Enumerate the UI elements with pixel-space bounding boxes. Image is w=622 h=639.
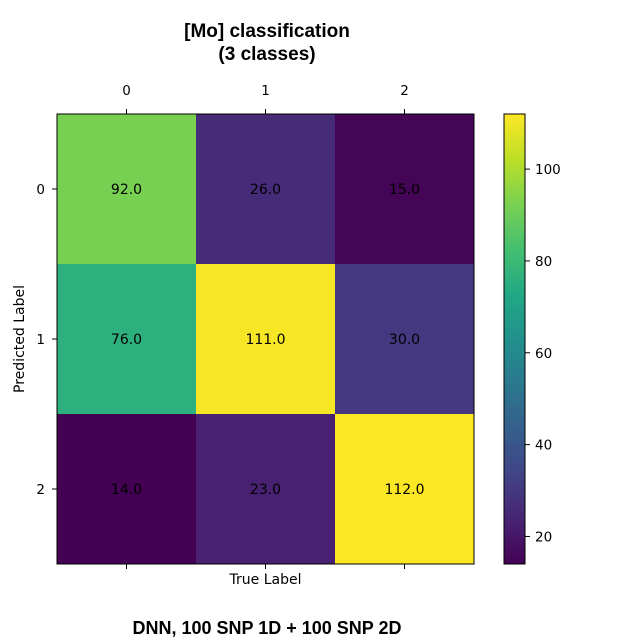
confusion-matrix-chart: 92.0 26.0 15.0 76.0 111.0 30.0 14.0 23.0 112.0 0… <box>12 83 561 588</box>
y-axis-label: Predicted Label <box>12 285 28 393</box>
heatmap-cell-label: 26.0 <box>250 182 281 198</box>
x-tick-label: 1 <box>261 83 270 99</box>
heatmap-cell <box>57 414 197 565</box>
heatmap-cells <box>57 114 475 565</box>
x-axis-label: True Label <box>229 572 302 588</box>
colorbar-tick-label: 20 <box>535 529 552 545</box>
y-tick-label: 2 <box>36 482 45 498</box>
heatmap-cell <box>196 264 336 415</box>
heatmap-cell <box>335 264 475 415</box>
colorbar <box>503 113 526 565</box>
x-tick-label: 0 <box>122 83 131 99</box>
x-axis-ticks: 0 1 2 <box>122 83 409 569</box>
colorbar-tick-label: 100 <box>535 162 561 178</box>
heatmap-cell <box>57 114 197 265</box>
figure-caption: DNN, 100 SNP 1D + 100 SNP 2D <box>132 618 402 638</box>
x-tick-label: 2 <box>400 83 409 99</box>
chart-title: [Mo] classification (3 classes) <box>0 20 534 66</box>
heatmap-cell <box>335 114 475 265</box>
heatmap-cell <box>196 414 336 565</box>
heatmap-cell-label: 30.0 <box>389 332 420 348</box>
heatmap-cell-label: 92.0 <box>111 182 142 198</box>
heatmap-cell-label: 112.0 <box>384 482 424 498</box>
colorbar-tick-label: 80 <box>535 254 552 270</box>
heatmap-cell <box>196 114 336 265</box>
colorbar-tick-label: 60 <box>535 346 552 362</box>
chart-title-line-1: [Mo] classification <box>184 21 350 42</box>
y-tick-label: 1 <box>36 332 45 348</box>
heatmap-value-labels: 92.0 26.0 15.0 76.0 111.0 30.0 14.0 23.0 112.0 <box>111 182 425 498</box>
chart-title-line-2: (3 classes) <box>218 44 316 65</box>
y-tick-label: 0 <box>36 182 45 198</box>
colorbar-ticks: 20 40 60 80 100 <box>525 162 561 545</box>
heatmap-cell-label: 14.0 <box>111 482 142 498</box>
heatmap-cell-label: 76.0 <box>111 332 142 348</box>
heatmap-cell-label: 23.0 <box>250 482 281 498</box>
heatmap-cell-label: 111.0 <box>245 332 285 348</box>
colorbar-tick-label: 40 <box>535 438 552 454</box>
heatmap-cell-label: 15.0 <box>389 182 420 198</box>
heatmap-cell <box>335 414 475 565</box>
y-axis-ticks: 0 1 2 <box>36 182 57 498</box>
heatmap-cell <box>57 264 197 415</box>
